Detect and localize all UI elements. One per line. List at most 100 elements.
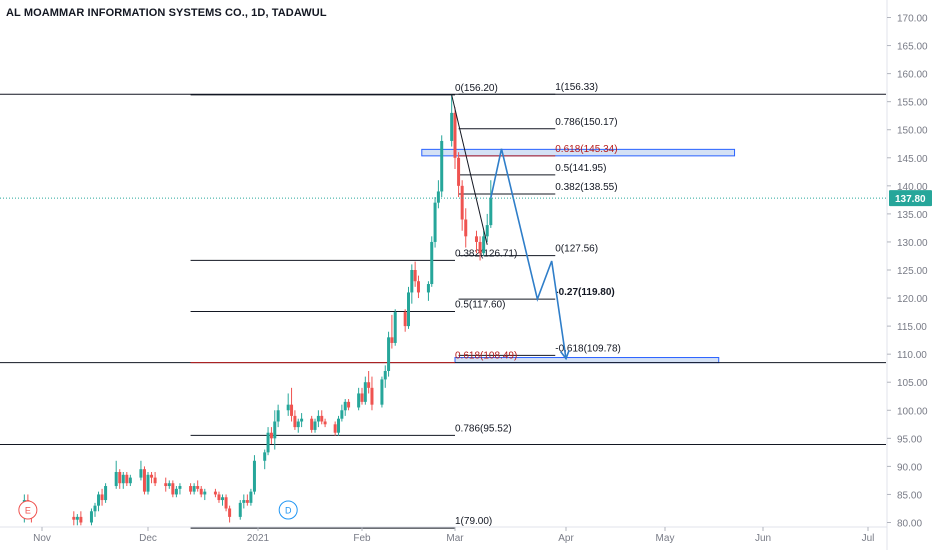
fib-level-label: 1(79.00) <box>455 516 492 527</box>
candle-body <box>340 410 344 419</box>
candle-body <box>293 415 297 428</box>
candle <box>75 514 79 526</box>
candle-body <box>464 219 468 237</box>
trend-line[interactable] <box>451 94 488 245</box>
candle <box>482 230 486 256</box>
candle-body <box>266 432 270 453</box>
candle <box>153 472 157 487</box>
dividend-event-marker[interactable]: D <box>278 500 298 520</box>
fib-level-label: 0(156.20) <box>455 83 498 94</box>
projection-path[interactable] <box>490 148 567 359</box>
candle-body <box>426 284 430 293</box>
candle-body <box>453 112 457 158</box>
last-price-tag: 137.80 <box>889 190 932 207</box>
projection-arrowhead <box>559 349 570 361</box>
upper-zone[interactable] <box>421 148 736 157</box>
candle <box>196 480 200 492</box>
candle <box>343 399 347 416</box>
x-tick-label: 2021 <box>247 533 270 544</box>
candle <box>413 261 417 287</box>
candle-body <box>75 516 79 520</box>
candle-body <box>296 421 300 428</box>
candle-body <box>146 474 150 492</box>
candle-body <box>189 486 193 492</box>
candle <box>93 502 97 517</box>
fib-level-label: 1(156.33) <box>555 82 598 93</box>
candle-body <box>100 494 104 501</box>
candle-body <box>263 452 267 461</box>
candle <box>100 488 104 506</box>
candle-body <box>118 472 122 484</box>
candle-body <box>410 270 414 293</box>
y-tick-label: 165.00 <box>897 42 928 53</box>
fib-level-label: 0.618(145.34) <box>555 144 617 155</box>
y-tick-label: 85.00 <box>897 490 922 501</box>
x-tick-label: Jun <box>755 533 771 544</box>
candle-body <box>125 474 129 484</box>
candle <box>178 483 182 495</box>
candle-body <box>269 432 273 439</box>
last-price-label: 137.80 <box>895 194 926 205</box>
candle <box>192 483 196 495</box>
candle <box>89 508 93 526</box>
candle-body <box>316 415 320 422</box>
y-tick-label: 90.00 <box>897 462 922 473</box>
candle-body <box>249 491 253 503</box>
earnings-event-marker[interactable]: E <box>18 500 38 520</box>
y-tick-label: 115.00 <box>897 322 927 333</box>
candle-body <box>217 494 221 501</box>
candle <box>426 281 430 301</box>
candle-body <box>300 418 304 422</box>
candle <box>363 376 367 405</box>
candle-body <box>79 516 83 523</box>
fib-level-label: 0.382(138.55) <box>555 182 617 193</box>
fib-level-label: 0.5(141.95) <box>555 163 606 174</box>
candle-body <box>387 337 391 371</box>
candle-body <box>347 401 351 408</box>
candle-body <box>370 387 374 405</box>
candle-body <box>416 281 420 293</box>
x-tick-label: Dec <box>139 533 157 544</box>
candle <box>104 483 108 503</box>
candle <box>269 427 273 444</box>
fib-level-label: 0.382(126.71) <box>455 248 517 259</box>
candle-body <box>460 185 464 220</box>
candle <box>276 404 280 428</box>
candle-body <box>313 421 317 430</box>
candle <box>79 511 83 526</box>
candle <box>357 387 361 411</box>
lower-fib[interactable]: 0(156.20) 0.382(126.71) 0.5(117.60) 0.618(1… <box>190 83 518 529</box>
candle-body <box>450 112 454 141</box>
candle <box>142 466 146 495</box>
chart-title: AL MOAMMAR INFORMATION SYSTEMS CO., 1D, … <box>6 7 327 19</box>
event-circle <box>18 500 38 520</box>
y-tick-label: 160.00 <box>897 70 928 81</box>
candle-body <box>290 404 294 416</box>
candle-body <box>478 241 482 254</box>
upper-fib[interactable]: 1(156.33) 0.786(150.17) 0.618(145.34) 0.5(1… <box>458 82 621 356</box>
candle-body <box>121 474 125 484</box>
y-tick-label: 140.00 <box>897 182 928 193</box>
candle-body <box>171 483 175 495</box>
candle-body <box>142 469 146 492</box>
y-tick-label: 155.00 <box>897 98 928 109</box>
candle <box>263 449 267 470</box>
x-tick-label: Apr <box>558 533 574 544</box>
candle <box>128 474 132 487</box>
candle <box>416 275 420 299</box>
fib-level-label: 0.618(108.49) <box>455 351 517 362</box>
candle <box>150 472 154 484</box>
candle-body <box>383 371 387 380</box>
candle <box>97 491 101 512</box>
candle <box>242 494 246 509</box>
candle <box>453 107 457 169</box>
candle <box>403 309 407 332</box>
candle <box>114 460 118 489</box>
candle <box>337 415 341 436</box>
candle <box>121 472 125 489</box>
y-tick-label: 100.00 <box>897 406 928 417</box>
candle-body <box>320 415 324 422</box>
candle <box>310 415 314 433</box>
